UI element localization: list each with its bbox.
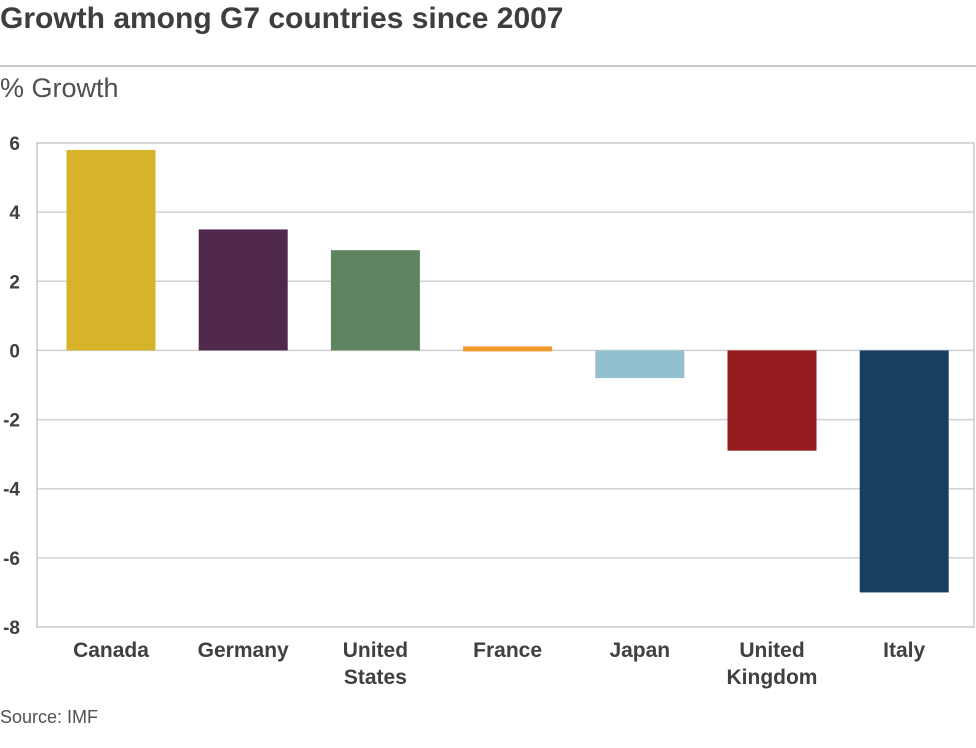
y-tick-label: 2 xyxy=(9,272,20,293)
y-axis-label: % Growth xyxy=(0,73,119,103)
x-category-label: United xyxy=(343,639,408,662)
bars xyxy=(66,149,949,593)
y-tick-label: -2 xyxy=(3,411,20,432)
bar xyxy=(198,229,288,351)
x-category-labels: Canada Germany United States France Japan Unit… xyxy=(73,639,925,689)
x-category-label: Japan xyxy=(609,639,670,662)
plot-frame xyxy=(36,142,975,628)
x-category-label: Italy xyxy=(883,639,925,662)
bar xyxy=(330,250,420,351)
x-category-label: France xyxy=(473,639,542,662)
x-category-label: Kingdom xyxy=(727,666,818,689)
bar-chart: 6 4 2 0 -2 -4 -6 -8 Canada Germany United States Fr… xyxy=(3,134,975,689)
x-category-label: States xyxy=(344,666,407,689)
gridlines xyxy=(37,211,974,559)
y-tick-label: 6 xyxy=(9,134,20,155)
plot-border xyxy=(36,142,975,628)
bar xyxy=(463,346,553,352)
chart-title: Growth among G7 countries since 2007 xyxy=(0,2,564,35)
x-category-label: United xyxy=(739,639,804,662)
bar xyxy=(595,350,685,379)
y-tick-label: -4 xyxy=(3,480,20,501)
y-tick-label: -6 xyxy=(3,549,20,570)
title-divider xyxy=(0,65,976,67)
source-note: Source: IMF xyxy=(0,707,99,727)
x-category-label: Canada xyxy=(73,639,149,662)
bar xyxy=(859,350,949,593)
y-tick-labels: 6 4 2 0 -2 -4 -6 -8 xyxy=(3,134,20,639)
y-tick-label: 4 xyxy=(9,203,20,224)
y-tick-label: -8 xyxy=(3,618,20,639)
bar xyxy=(66,149,156,351)
bar xyxy=(727,350,817,451)
y-tick-label: 0 xyxy=(9,341,20,362)
x-category-label: Germany xyxy=(198,639,289,662)
